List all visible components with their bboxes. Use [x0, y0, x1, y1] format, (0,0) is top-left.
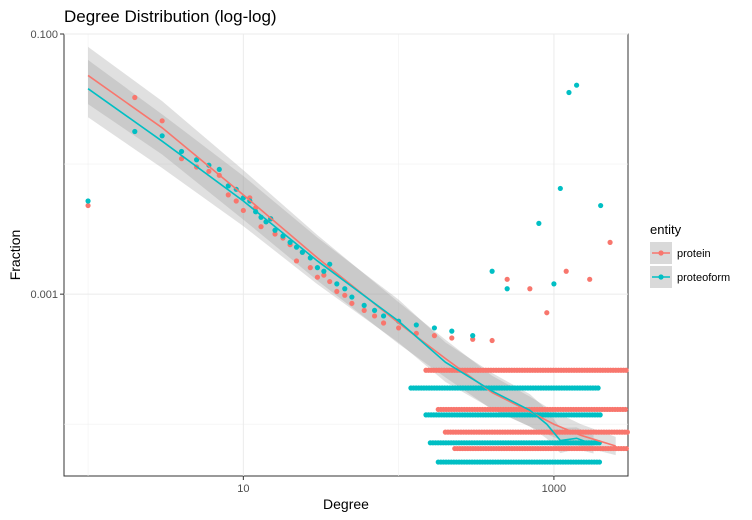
protein-band-point [623, 445, 629, 452]
proteoform-point [349, 294, 355, 300]
protein-point [233, 198, 239, 204]
protein-point [258, 224, 264, 230]
protein-point [321, 272, 327, 278]
proteoform-point [178, 148, 185, 155]
proteoform-point [193, 157, 200, 163]
proteoform-point [371, 307, 378, 314]
proteoform-point [566, 89, 572, 96]
protein-confidence-ribbon [88, 46, 616, 456]
protein-point [132, 94, 138, 101]
protein-point [470, 336, 476, 342]
legend-title: entity [650, 222, 682, 237]
legend-label-proteoform: proteoform [677, 272, 730, 284]
protein-point [489, 337, 495, 344]
legend-key-point [658, 250, 664, 256]
proteoform-smooth-line [87, 88, 594, 446]
protein-point [527, 286, 533, 292]
proteoform-point [314, 265, 321, 271]
proteoform-point [489, 268, 495, 274]
protein-point [449, 335, 455, 341]
protein-point [504, 276, 510, 282]
proteoform-point [413, 322, 419, 328]
y-tick-label: 0.001 [30, 289, 58, 301]
axis-ticks: 10 1000 0.100 0.001 [30, 29, 566, 495]
proteoform-point [321, 268, 327, 274]
protein-band-point [624, 429, 630, 435]
legend-label-protein: protein [677, 248, 711, 260]
proteoform-point [551, 281, 557, 287]
proteoform-confidence-ribbon [88, 60, 594, 454]
protein-point [431, 333, 438, 339]
proteoform-point [536, 220, 542, 226]
protein-point [587, 276, 593, 282]
protein-point [361, 307, 367, 314]
protein-point [607, 239, 613, 245]
protein-point [159, 118, 165, 124]
protein-point [272, 231, 278, 237]
legend: entity protein proteoform [650, 222, 730, 288]
proteoform-point [225, 183, 231, 189]
proteoform-point [598, 202, 604, 209]
protein-point [334, 288, 340, 295]
proteoform-point [342, 286, 348, 292]
protein-point [293, 258, 300, 264]
proteoform-point [470, 333, 476, 339]
protein-point [307, 265, 313, 271]
confidence-ribbons [88, 46, 616, 456]
proteoform-point [85, 198, 91, 204]
x-axis-title: Degree [323, 496, 369, 512]
chart-title: Degree Distribution (log-log) [64, 7, 277, 26]
protein-point [544, 310, 550, 316]
protein-smooth-line [87, 74, 616, 447]
proteoform-band-point [597, 412, 603, 418]
protein-point [371, 313, 378, 319]
proteoform-point [557, 185, 563, 192]
proteoform-point [159, 133, 165, 139]
proteoform-point [449, 328, 455, 334]
proteoform-point [287, 239, 293, 245]
y-tick-label: 0.100 [30, 29, 58, 41]
legend-key-point [658, 274, 664, 280]
protein-point [342, 292, 348, 298]
proteoform-point [574, 82, 580, 88]
protein-point [85, 202, 91, 209]
proteoform-point [334, 281, 340, 287]
protein-point [349, 300, 355, 306]
protein-point [327, 278, 333, 285]
proteoform-point [299, 249, 305, 255]
protein-point [225, 192, 231, 198]
proteoform-point [380, 313, 387, 319]
proteoform-point [327, 261, 333, 267]
x-tick-label: 10 [237, 483, 249, 495]
protein-point [380, 320, 387, 326]
proteoform-point [431, 325, 438, 331]
protein-band-point [623, 367, 629, 373]
protein-point [314, 274, 321, 280]
y-axis-title: Fraction [7, 230, 23, 281]
proteoform-band-point [595, 385, 601, 391]
proteoform-band-point [596, 459, 603, 465]
protein-point [206, 168, 212, 174]
proteoform-point [216, 166, 222, 173]
smooth-lines [87, 74, 616, 447]
proteoform-point [132, 128, 138, 135]
proteoform-point [504, 286, 510, 292]
proteoform-point [361, 302, 367, 308]
protein-point [396, 325, 402, 331]
proteoform-point [272, 227, 278, 233]
plot-panel [63, 33, 629, 477]
x-tick-label: 1000 [542, 483, 566, 495]
protein-point [563, 268, 569, 274]
protein-band-point [622, 406, 629, 413]
protein-point [240, 207, 246, 214]
